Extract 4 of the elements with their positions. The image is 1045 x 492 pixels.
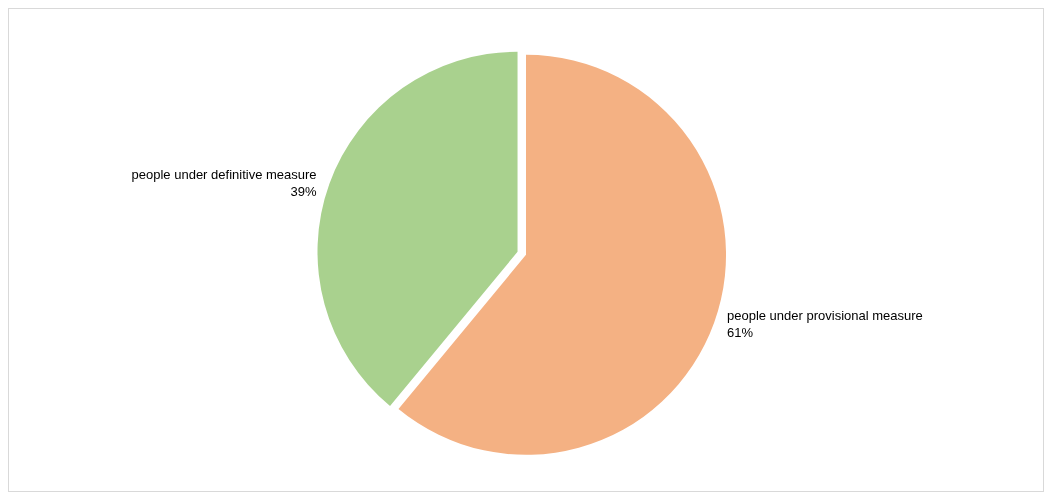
slice-label: people under provisional measure (726, 307, 923, 323)
slice-label: people under definitive measure (131, 166, 317, 182)
data-label: 61% (726, 324, 754, 340)
data-label: 39% (290, 183, 317, 199)
